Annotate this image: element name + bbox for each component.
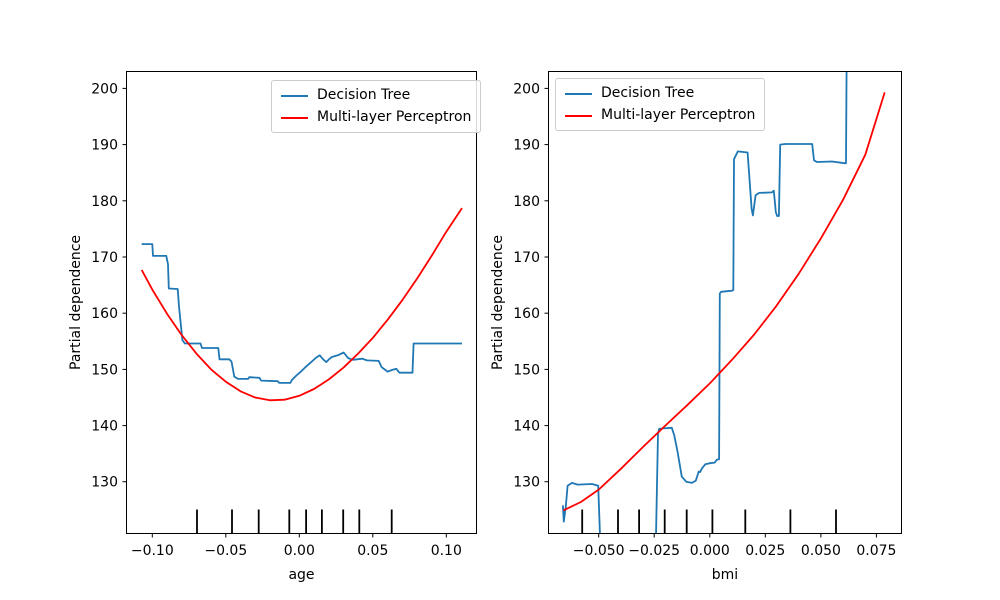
x-tick-label: −0.05 (204, 543, 247, 559)
y-tick-label: 170 (513, 250, 540, 266)
legend-entry-mlp: Multi-layer Perceptron (565, 107, 755, 124)
y-tick-label: 130 (513, 475, 540, 491)
y-tick-label: 200 (91, 81, 118, 97)
y-tick-label: 190 (513, 138, 540, 154)
y-axis-label: Partial dependence (490, 235, 506, 370)
x-tick-label: 0.050 (801, 543, 841, 559)
x-tick-label: −0.050 (573, 543, 625, 559)
mlp-line (562, 92, 886, 512)
decision-tree-line-icon (281, 94, 308, 97)
x-tick-label: 0.025 (745, 543, 785, 559)
y-tick-label: 180 (513, 194, 540, 210)
x-tick-label: 0.10 (431, 543, 462, 559)
bmi-axes: −0.050 −0.025 0.000 0.025 0.050 0.075 130 140 15… (490, 71, 902, 583)
legend-label-mlp: Multi-layer Perceptron (317, 109, 472, 125)
mlp-line (140, 207, 463, 402)
legend-label-mlp: Multi-layer Perceptron (601, 107, 756, 123)
decision-tree-line (562, 71, 848, 534)
y-tick-label: 150 (91, 362, 118, 378)
decision-tree-line-icon (565, 92, 592, 95)
legend-label-decision-tree: Decision Tree (601, 85, 695, 101)
plot-area (562, 71, 886, 534)
mlp-line-icon (281, 116, 308, 119)
y-tick-label: 140 (91, 419, 118, 435)
y-tick-label: 190 (91, 138, 118, 154)
y-tick-label: 200 (513, 81, 540, 97)
x-tick-label: 0.000 (690, 543, 730, 559)
legend-entry-mlp: Multi-layer Perceptron (281, 109, 471, 126)
legend-label-decision-tree: Decision Tree (317, 87, 411, 103)
decision-tree-line (141, 243, 462, 384)
x-tick-label: 0.05 (357, 543, 388, 559)
y-tick-label: 160 (513, 306, 540, 322)
y-tick-label: 150 (513, 362, 540, 378)
age-legend: Decision Tree Multi-layer Perceptron (271, 80, 482, 133)
x-tick-label: 0.00 (284, 543, 315, 559)
x-axis-label: bmi (712, 567, 738, 583)
y-tick-label: 170 (91, 250, 118, 266)
y-tick-label: 130 (91, 475, 118, 491)
x-axis-label: age (288, 567, 314, 583)
plot-area (140, 207, 463, 534)
x-tick-label: 0.075 (856, 543, 896, 559)
y-axis-label: Partial dependence (68, 235, 84, 370)
bmi-legend: Decision Tree Multi-layer Perceptron (555, 78, 766, 131)
axes-frame (126, 71, 477, 534)
y-tick-label: 180 (91, 194, 118, 210)
x-tick-label: −0.10 (131, 543, 174, 559)
age-axes: −0.10 −0.05 0.00 0.05 0.10 130 140 150 160 170 180… (68, 71, 477, 583)
y-tick-label: 140 (513, 419, 540, 435)
legend-entry-decision-tree: Decision Tree (565, 85, 755, 102)
legend-entry-decision-tree: Decision Tree (281, 87, 471, 104)
axes-frame (548, 71, 902, 534)
x-tick-label: −0.025 (628, 543, 680, 559)
y-tick-label: 160 (91, 306, 118, 322)
mlp-line-icon (565, 114, 592, 117)
